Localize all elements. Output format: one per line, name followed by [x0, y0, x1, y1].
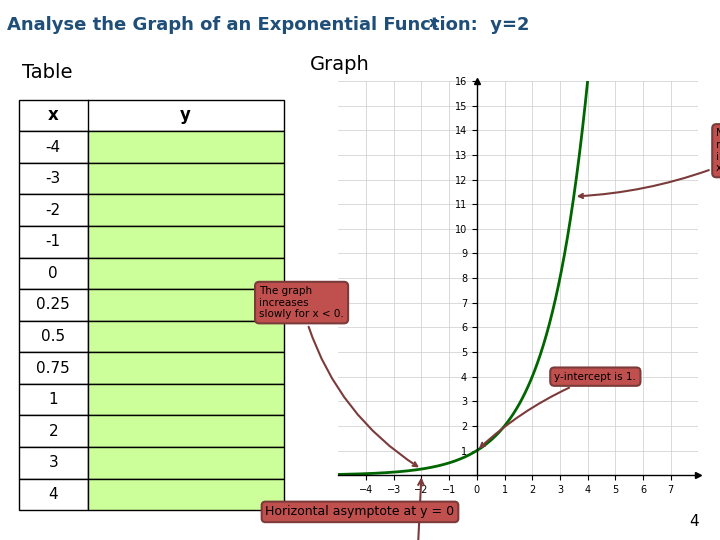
FancyBboxPatch shape — [19, 258, 88, 289]
FancyBboxPatch shape — [88, 415, 284, 447]
FancyBboxPatch shape — [19, 100, 284, 131]
FancyBboxPatch shape — [88, 131, 284, 163]
FancyBboxPatch shape — [88, 194, 284, 226]
FancyBboxPatch shape — [88, 226, 284, 258]
Text: 0.25: 0.25 — [37, 298, 70, 313]
Text: Notice the
rapid increase
in the graph as
x increases.: Notice the rapid increase in the graph a… — [579, 129, 720, 198]
Text: -4: -4 — [45, 139, 61, 154]
FancyBboxPatch shape — [19, 352, 88, 384]
Text: -2: -2 — [45, 202, 61, 218]
Text: -1: -1 — [45, 234, 61, 249]
FancyBboxPatch shape — [88, 447, 284, 478]
Text: The graph
increases
slowly for x < 0.: The graph increases slowly for x < 0. — [259, 286, 417, 466]
FancyBboxPatch shape — [19, 447, 88, 478]
Text: y-intercept is 1.: y-intercept is 1. — [480, 372, 636, 447]
Text: Table: Table — [22, 63, 72, 82]
FancyBboxPatch shape — [88, 321, 284, 352]
FancyBboxPatch shape — [88, 478, 284, 510]
FancyBboxPatch shape — [19, 131, 88, 163]
Text: 0.5: 0.5 — [41, 329, 66, 344]
FancyBboxPatch shape — [19, 226, 88, 258]
Text: 1: 1 — [48, 392, 58, 407]
FancyBboxPatch shape — [88, 384, 284, 415]
Text: 4: 4 — [48, 487, 58, 502]
FancyBboxPatch shape — [19, 478, 88, 510]
FancyBboxPatch shape — [88, 258, 284, 289]
FancyBboxPatch shape — [88, 352, 284, 384]
FancyBboxPatch shape — [19, 415, 88, 447]
Text: x: x — [48, 106, 58, 125]
FancyBboxPatch shape — [88, 289, 284, 321]
FancyBboxPatch shape — [19, 321, 88, 352]
FancyBboxPatch shape — [19, 194, 88, 226]
FancyBboxPatch shape — [88, 163, 284, 194]
Text: 0.75: 0.75 — [37, 361, 70, 376]
Text: Analyse the Graph of an Exponential Function:  y=2: Analyse the Graph of an Exponential Func… — [7, 16, 530, 34]
Text: Horizontal asymptote at y = 0: Horizontal asymptote at y = 0 — [266, 505, 454, 518]
Text: y: y — [180, 106, 192, 125]
Text: Graph: Graph — [310, 55, 369, 74]
Text: 0: 0 — [48, 266, 58, 281]
FancyBboxPatch shape — [19, 289, 88, 321]
FancyBboxPatch shape — [19, 384, 88, 415]
Text: 4: 4 — [689, 514, 698, 529]
Text: 3: 3 — [48, 455, 58, 470]
Text: -3: -3 — [45, 171, 61, 186]
FancyBboxPatch shape — [19, 163, 88, 194]
Text: x: x — [428, 16, 438, 30]
Text: 2: 2 — [48, 424, 58, 439]
